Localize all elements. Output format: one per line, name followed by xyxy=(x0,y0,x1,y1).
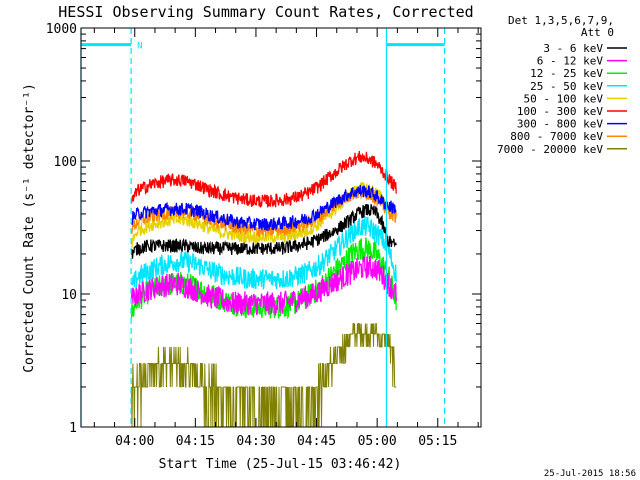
legend-label: 25 - 50 keV xyxy=(530,80,603,93)
bar-label: N xyxy=(137,42,142,52)
legend-label: 6 - 12 keV xyxy=(537,55,604,68)
plot-frame xyxy=(80,27,482,428)
series-trace xyxy=(131,323,397,427)
legend-entry-3-6-kev: 3 - 6 keV xyxy=(543,42,627,55)
series-7000-20000-kev xyxy=(131,323,397,427)
y-tick-label: 100 xyxy=(54,155,77,170)
legend-entry-25-50-kev: 25 - 50 keV xyxy=(530,80,627,93)
legend-entry-800-7000-kev: 800 - 7000 keV xyxy=(510,130,627,143)
series-trace xyxy=(131,184,397,231)
x-tick-label: 04:45 xyxy=(297,434,336,449)
series-trace xyxy=(130,216,397,290)
legend-entry-50-100-kev: 50 - 100 keV xyxy=(524,92,627,105)
legend-label: 800 - 7000 keV xyxy=(510,130,603,143)
series-6-12-kev xyxy=(130,255,397,316)
x-tick-label: 04:15 xyxy=(176,434,215,449)
legend-label: 300 - 800 keV xyxy=(517,118,603,131)
legend-label: 12 - 25 keV xyxy=(530,67,603,80)
x-tick-label: 05:15 xyxy=(418,434,457,449)
series-300-800-kev xyxy=(131,184,397,231)
x-tick-label: 04:30 xyxy=(236,434,275,449)
series-trace xyxy=(130,203,397,259)
series-100-300-kev xyxy=(130,150,397,208)
x-tick-label: 04:00 xyxy=(115,434,154,449)
y-tick-label: 1 xyxy=(69,421,77,436)
series-25-50-kev xyxy=(130,216,397,290)
series-3-6-kev xyxy=(130,203,397,259)
legend-entry-300-800-kev: 300 - 800 keV xyxy=(517,118,627,131)
footer-date: 25-Jul-2015 18:56 xyxy=(544,469,636,479)
series-trace xyxy=(130,255,397,316)
legend-entry-6-12-kev: 6 - 12 keV xyxy=(537,55,627,68)
y-axis-title: Corrected Count Rate (s⁻¹ detector⁻¹) xyxy=(22,83,37,373)
x-tick-label: 05:00 xyxy=(358,434,397,449)
legend-entry-100-300-kev: 100 - 300 keV xyxy=(517,105,627,118)
chart-title: HESSI Observing Summary Count Rates, Cor… xyxy=(58,3,473,21)
legend-entry-7000-20000-kev: 7000 - 20000 keV xyxy=(497,143,627,156)
x-axis-title: Start Time (25-Jul-15 03:46:42) xyxy=(159,457,402,472)
legend-entry-12-25-kev: 12 - 25 keV xyxy=(530,67,627,80)
y-tick-label: 1000 xyxy=(46,22,77,37)
series-trace xyxy=(130,150,397,208)
legend-label: 50 - 100 keV xyxy=(524,92,604,105)
y-tick-label: 10 xyxy=(61,288,77,303)
legend-label: 3 - 6 keV xyxy=(543,42,603,55)
plot-area: N xyxy=(80,28,446,427)
legend-label: 7000 - 20000 keV xyxy=(497,143,603,156)
legend-header: Att 0 xyxy=(581,26,614,39)
legend-label: 100 - 300 keV xyxy=(517,105,603,118)
axes: 1 10 100 1000 04:00 04:15 04:30 04:45 05:00 05:15 xyxy=(46,22,482,449)
legend-header: Det 1,3,5,6,7,9, xyxy=(508,14,614,27)
